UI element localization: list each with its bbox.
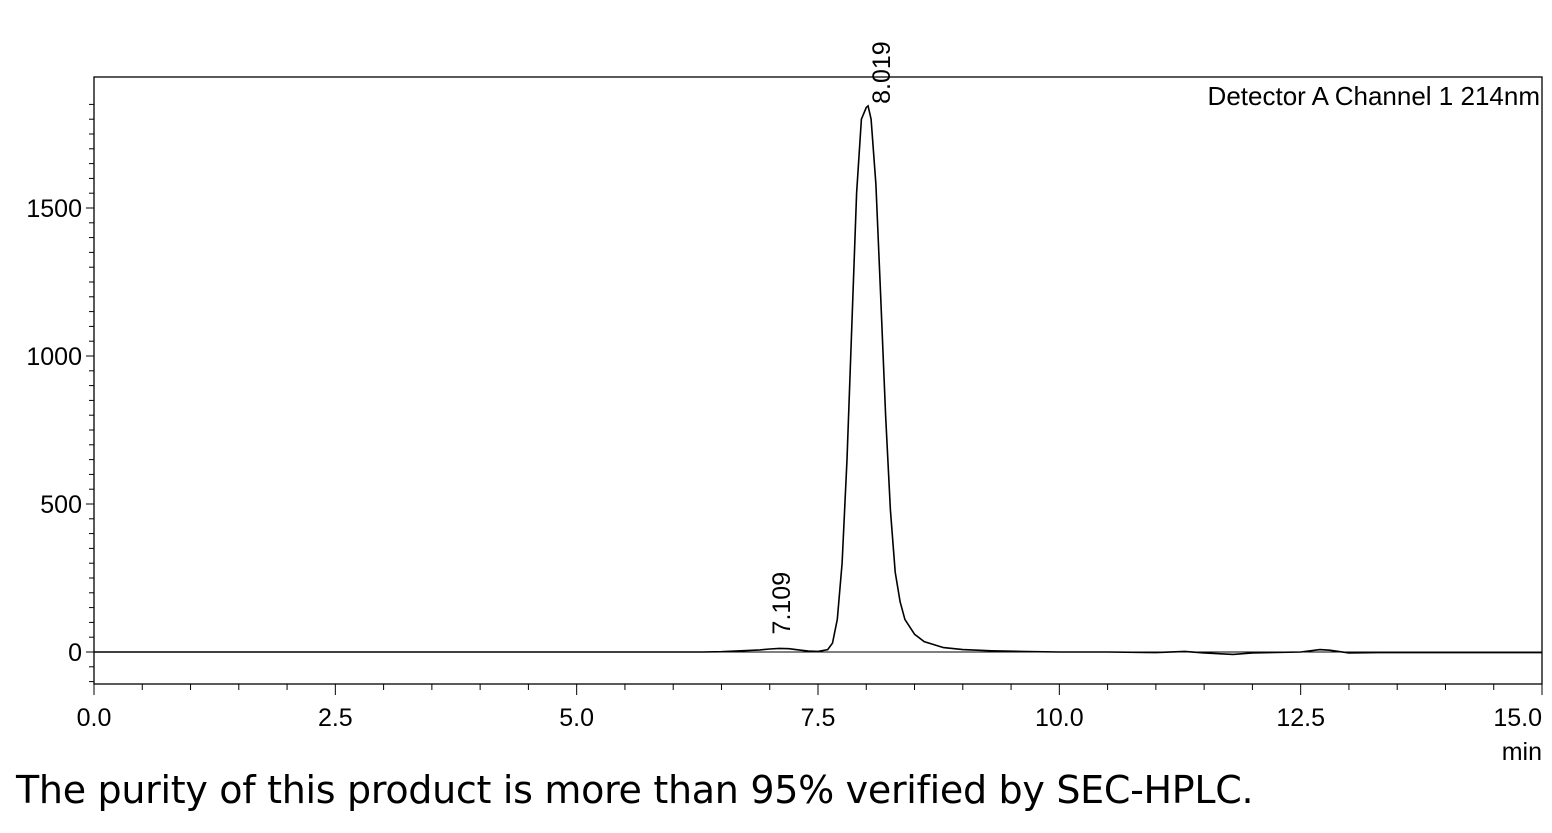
- purity-caption: The purity of this product is more than …: [16, 768, 1254, 812]
- x-tick-label: 7.5: [801, 704, 836, 732]
- x-tick-label: 5.0: [559, 704, 594, 732]
- x-tick-label: 0.0: [77, 704, 112, 732]
- y-tick-label: 500: [40, 491, 82, 519]
- y-tick-label: 1000: [26, 343, 82, 371]
- y-tick-label: 1500: [26, 195, 82, 223]
- chromatogram-chart: 0 500 1000 1500 0.0 2.5 5.0 7.5 10.0 12.5 15.0 7.…: [26, 41, 1543, 765]
- x-tick-label: 12.5: [1276, 704, 1325, 732]
- x-tick-label: 10.0: [1035, 704, 1084, 732]
- y-axis: 0 500 1000 1500: [26, 103, 94, 683]
- x-tick-label: 2.5: [318, 704, 353, 732]
- plot-frame: [93, 76, 1543, 685]
- y-tick-label: 0: [68, 639, 82, 667]
- peak-retention-label: 7.109: [768, 572, 796, 635]
- peak-labels: 7.109 8.019: [768, 41, 896, 634]
- x-axis: 0.0 2.5 5.0 7.5 10.0 12.5 15.0: [77, 684, 1543, 732]
- peak-retention-label: 8.019: [868, 41, 896, 104]
- x-axis-unit-label: min: [1502, 738, 1542, 765]
- chromatogram-trace: [94, 104, 1542, 656]
- detector-channel-label: Detector A Channel 1 214nm: [1208, 81, 1540, 111]
- x-tick-label: 15.0: [1493, 704, 1542, 732]
